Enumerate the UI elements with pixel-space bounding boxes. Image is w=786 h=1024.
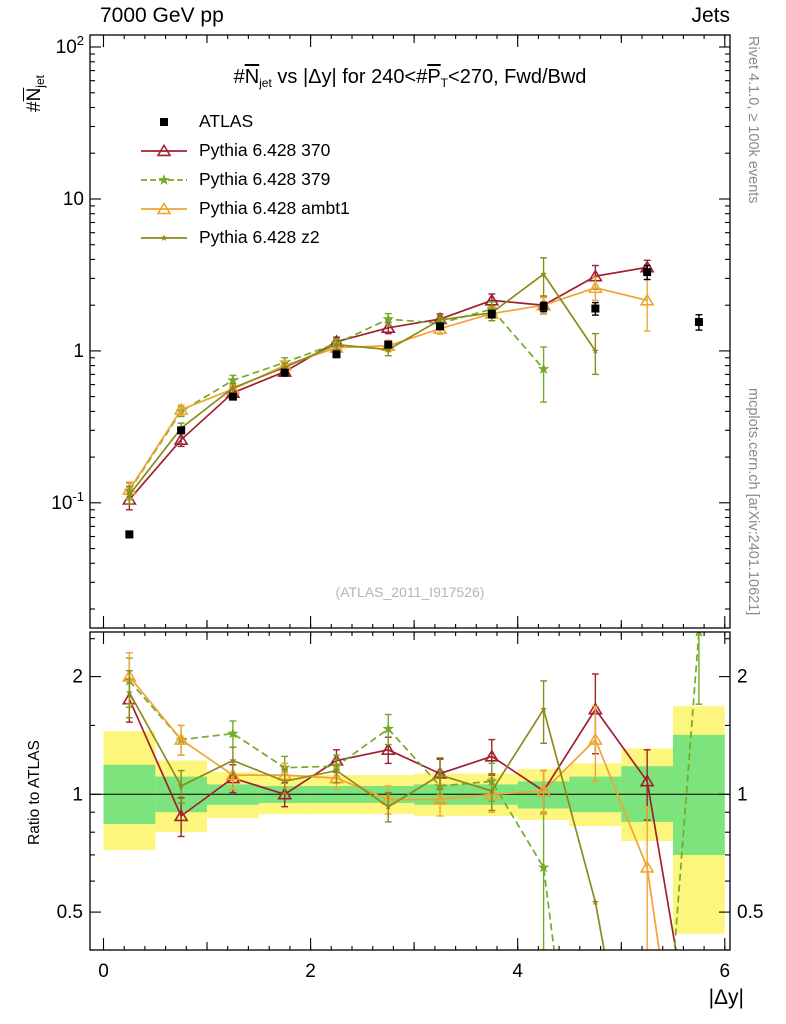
legend-label-pythia-370: Pythia 6.428 370: [199, 140, 331, 160]
open-triangle-icon: [141, 143, 187, 156]
title-njet-sub: jet: [259, 76, 272, 90]
filled-square-icon: [160, 117, 168, 126]
beam-energy-label: 7000 GeV pp: [100, 4, 224, 27]
legend: ATLAS Pythia 6.428 370 Pythia 6.428 379 …: [138, 107, 350, 252]
y-axis-label-ratio: Ratio to ATLAS: [26, 740, 43, 845]
svg-text:1: 1: [737, 784, 748, 805]
svg-text:1: 1: [73, 341, 84, 362]
x-axis-label: |Δy|: [708, 986, 744, 1009]
y-axis-label-main: #Njet: [24, 75, 47, 112]
title-mid: vs |Δy| for 240<#: [271, 66, 428, 88]
ylabel-njet-mean: N: [24, 87, 45, 102]
mcplots-arxiv-caption: mcplots.cern.ch [arXiv:2401.10621]: [745, 388, 761, 616]
legend-item-atlas: ATLAS: [138, 107, 350, 136]
title-hash: #: [233, 66, 245, 88]
observable-group-label: Jets: [691, 4, 730, 27]
legend-item-pythia-379: Pythia 6.428 379: [138, 165, 350, 194]
legend-label-pythia-z2: Pythia 6.428 z2: [199, 227, 320, 247]
svg-text:6: 6: [720, 961, 731, 982]
ylabel-hash: #: [24, 101, 45, 112]
svg-text:10-1: 10-1: [51, 489, 84, 514]
svg-text:0.5: 0.5: [57, 902, 83, 923]
svg-text:2: 2: [72, 667, 83, 688]
svg-text:4: 4: [512, 961, 523, 982]
legend-item-pythia-370: Pythia 6.428 370: [138, 136, 350, 165]
svg-text:2: 2: [737, 667, 748, 688]
svg-text:0.5: 0.5: [737, 902, 763, 923]
legend-label-pythia-ambt1: Pythia 6.428 ambt1: [199, 198, 350, 218]
title-njet-mean: N: [244, 66, 260, 88]
svg-text:1: 1: [72, 784, 83, 805]
title-tail: <270, Fwd/Bwd: [448, 66, 587, 88]
legend-label-atlas: ATLAS: [199, 111, 254, 131]
open-triangle-icon: [141, 201, 187, 214]
svg-text:102: 102: [56, 33, 84, 58]
plot-title: #Njet vs |Δy| for 240<#PT<270, Fwd/Bwd: [90, 66, 730, 89]
legend-item-pythia-z2: Pythia 6.428 z2: [138, 223, 350, 252]
svg-text:10: 10: [63, 189, 84, 210]
svg-text:0: 0: [98, 961, 109, 982]
title-pt-mean: P: [427, 66, 441, 88]
svg-text:2: 2: [305, 961, 316, 982]
legend-label-pythia-379: Pythia 6.428 379: [199, 169, 331, 189]
small-star-icon: [141, 233, 187, 241]
title-pt-sub: T: [440, 76, 449, 90]
analysis-id-watermark: (ATLAS_2011_I917526): [335, 584, 485, 600]
star-icon: [141, 173, 187, 185]
legend-item-pythia-ambt1: Pythia 6.428 ambt1: [138, 194, 350, 223]
rivet-version-caption: Rivet 4.1.0, ≥ 100k events: [745, 36, 761, 204]
ylabel-njet-sub: jet: [33, 75, 47, 88]
